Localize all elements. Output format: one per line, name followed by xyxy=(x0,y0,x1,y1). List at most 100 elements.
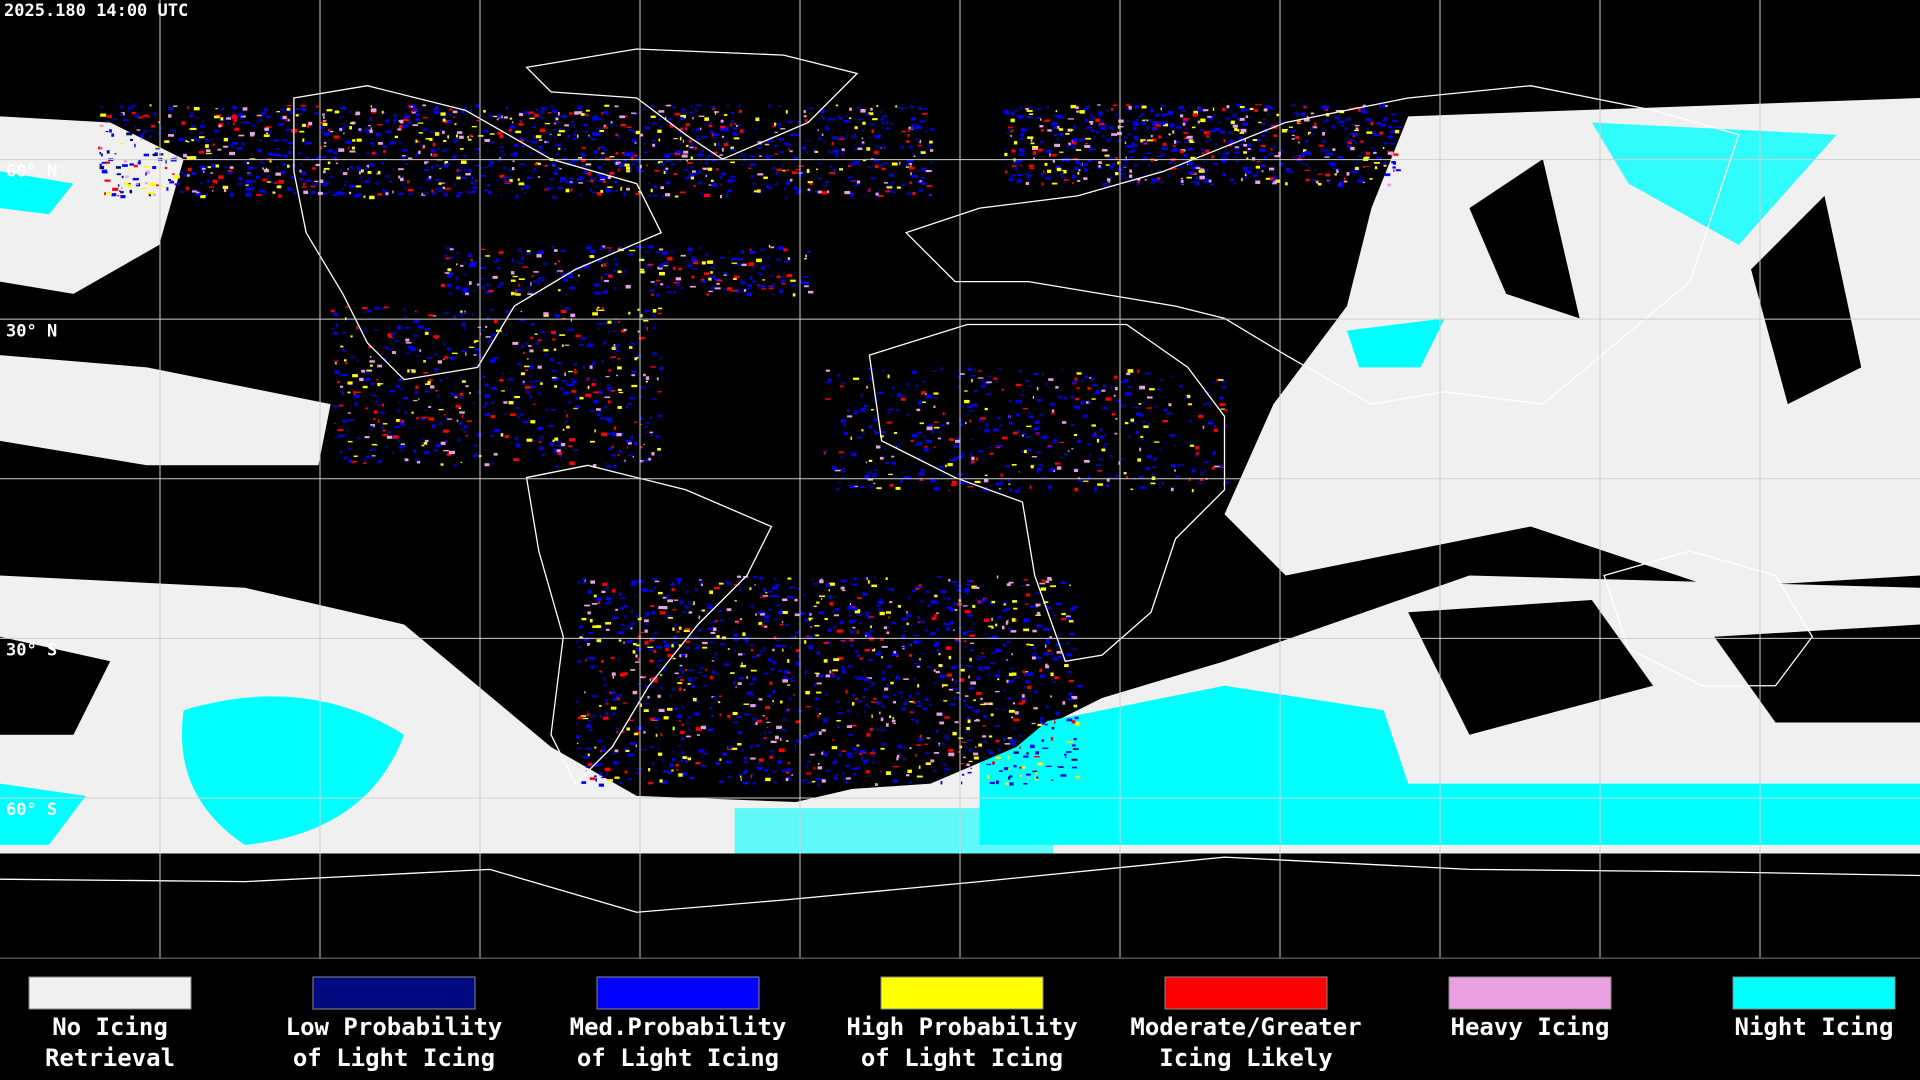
icing-pixel xyxy=(992,761,996,765)
icing-pixel xyxy=(907,769,912,774)
icing-pixel xyxy=(640,632,644,634)
icing-pixel xyxy=(825,180,829,184)
icing-pixel xyxy=(543,312,549,316)
icing-pixel xyxy=(1105,183,1111,187)
icing-pixel xyxy=(1022,408,1028,410)
icing-pixel xyxy=(727,776,732,778)
icing-pixel xyxy=(319,179,324,183)
icing-pixel xyxy=(515,194,519,199)
icing-pixel xyxy=(780,737,782,741)
icing-pixel xyxy=(439,129,442,132)
icing-pixel xyxy=(564,181,570,184)
icing-pixel xyxy=(592,625,598,628)
icing-pixel xyxy=(897,393,902,397)
icing-pixel xyxy=(939,588,942,592)
icing-pixel xyxy=(1076,440,1081,443)
icing-pixel xyxy=(601,306,604,311)
icing-pixel xyxy=(1109,166,1114,169)
icing-pixel xyxy=(1158,485,1161,490)
icing-pixel xyxy=(1137,458,1142,462)
icing-pixel xyxy=(602,126,609,129)
icing-pixel xyxy=(968,748,974,752)
icing-pixel xyxy=(269,131,272,135)
icing-pixel xyxy=(767,773,769,777)
icing-pixel xyxy=(774,122,777,126)
icing-pixel xyxy=(447,268,452,272)
icing-pixel xyxy=(918,738,924,741)
icing-pixel xyxy=(1084,375,1088,379)
icing-pixel xyxy=(365,126,369,131)
icing-pixel xyxy=(639,459,645,463)
icing-pixel xyxy=(906,160,913,163)
icing-pixel xyxy=(471,126,477,128)
icing-pixel xyxy=(782,611,788,615)
icing-pixel xyxy=(681,705,684,709)
icing-pixel xyxy=(626,170,631,173)
icing-pixel xyxy=(763,769,769,772)
icing-pixel xyxy=(861,130,863,132)
icing-pixel xyxy=(408,427,413,429)
icing-pixel xyxy=(936,627,939,632)
icing-pixel xyxy=(209,186,215,188)
icing-pixel xyxy=(605,703,609,705)
icing-pixel xyxy=(404,411,407,414)
icing-pixel xyxy=(681,108,685,111)
icing-pixel xyxy=(300,104,307,107)
icing-pixel xyxy=(783,676,788,679)
icing-pixel xyxy=(669,153,675,155)
icing-pixel xyxy=(238,134,245,137)
icing-pixel xyxy=(648,416,653,420)
icing-pixel xyxy=(874,653,882,656)
icing-pixel xyxy=(769,750,775,753)
icing-pixel xyxy=(596,413,601,417)
icing-pixel xyxy=(1169,168,1173,171)
icing-pixel xyxy=(1203,461,1210,463)
icing-pixel xyxy=(217,148,222,151)
icing-pixel xyxy=(1001,708,1007,711)
icing-pixel xyxy=(596,323,603,325)
icing-pixel xyxy=(242,142,245,146)
icing-pixel xyxy=(916,169,920,173)
icing-pixel xyxy=(1188,420,1193,423)
icing-pixel xyxy=(682,672,685,677)
icing-pixel xyxy=(1323,120,1326,123)
icing-pixel xyxy=(202,120,204,123)
icing-pixel xyxy=(772,648,775,652)
icing-pixel xyxy=(694,635,697,640)
icing-pixel xyxy=(1305,163,1308,167)
icing-pixel xyxy=(817,766,822,770)
icing-pixel xyxy=(912,153,916,157)
icing-pixel xyxy=(278,123,285,126)
icing-pixel xyxy=(1174,475,1180,478)
icing-pixel xyxy=(440,401,444,403)
icing-pixel xyxy=(708,155,714,157)
icing-pixel xyxy=(911,175,918,178)
icing-pixel xyxy=(323,116,325,119)
icing-pixel xyxy=(902,394,905,398)
icing-pixel xyxy=(644,142,646,146)
icing-pixel xyxy=(599,670,602,673)
icing-pixel xyxy=(1026,109,1033,112)
icing-pixel xyxy=(581,164,585,168)
icing-pixel xyxy=(117,184,120,187)
icing-pixel xyxy=(612,464,617,467)
icing-pixel xyxy=(719,619,724,622)
icing-pixel xyxy=(101,161,108,164)
icing-pixel xyxy=(833,168,836,172)
icing-pixel xyxy=(403,396,408,400)
icing-pixel xyxy=(1222,173,1226,177)
icing-pixel xyxy=(1110,385,1113,389)
icing-pixel xyxy=(806,150,808,154)
icing-pixel xyxy=(989,601,993,605)
icing-pixel xyxy=(854,675,860,679)
icing-pixel xyxy=(842,185,846,187)
icing-pixel xyxy=(348,459,352,463)
icing-pixel xyxy=(594,746,597,749)
icing-pixel xyxy=(705,253,708,256)
icing-pixel xyxy=(424,328,431,330)
icing-pixel xyxy=(707,167,713,171)
icing-pixel xyxy=(369,195,375,200)
icing-pixel xyxy=(1160,107,1162,111)
icing-pixel xyxy=(643,373,646,377)
icing-pixel xyxy=(473,340,477,344)
